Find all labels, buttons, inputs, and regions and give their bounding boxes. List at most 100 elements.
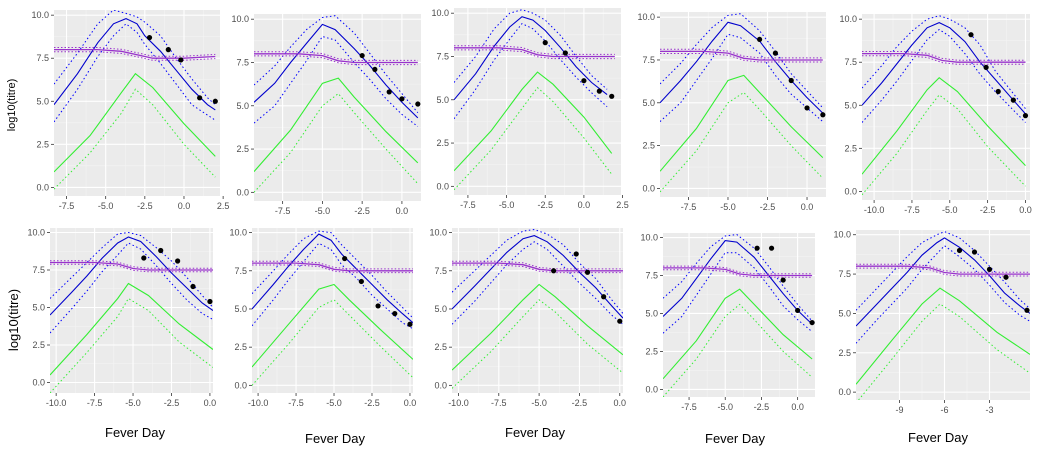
x-tick-label: -2.5 [164,398,180,408]
antibody-lower-band [862,55,1026,65]
y-tick-label: 10.0 [229,228,247,238]
antibody-median-line [252,262,413,272]
x-axis-title: Fever Day [305,431,365,446]
t-cell-median-line [452,283,623,371]
y-tick-label: 7.5 [844,57,857,67]
virus-lower-band [254,35,419,127]
panel-background [254,14,421,201]
y-tick-label: 10.0 [637,12,655,22]
observed-data-point [986,266,993,272]
observed-data-point [392,310,398,317]
chart-panel-2: 0.0 2.5 5.0 7.5 10.0 -7.5 -5.0 -2.5 0.0 [231,14,421,216]
x-tick-label: -5.0 [717,402,733,412]
y-tick-label: 5.0 [434,304,447,314]
x-tick-label: -7.5 [275,206,291,216]
x-tick-label: 0.0 [396,206,409,216]
virus-lower-band [50,242,213,334]
virus-median-line [452,235,623,319]
y-tick-label: 7.5 [36,53,49,63]
antibody-upper-band [452,260,623,270]
antibody-upper-band [856,263,1030,273]
x-tick-label: -7.5 [59,201,75,211]
x-tick-label: -7.5 [491,398,507,408]
y-tick-label: 5.0 [236,101,249,111]
t-cell-lower-band [663,303,813,397]
virus-upper-band [252,230,413,319]
y-tick-label: 5.0 [645,308,658,318]
x-axis-title: Fever Day [908,430,968,445]
virus-median-line [50,236,213,316]
t-cell-median-line [54,72,216,173]
virus-lower-band [452,241,623,325]
observed-data-point [573,251,579,257]
y-tick-label: 10.0 [431,8,449,18]
observed-data-point [1022,113,1029,119]
chart-panel-8: 0.0 2.5 5.0 7.5 10.0 -10.0 -7.5 -5.0 -2.5 0.0 Feve… [429,228,626,440]
y-tick-label: 0.0 [838,387,851,397]
x-tick-label: -2.5 [760,202,776,212]
plot-area [452,228,623,389]
plot-area [663,233,815,397]
plot-area [254,15,421,193]
panel-background [862,14,1030,200]
x-tick-label: -5.0 [942,205,958,215]
x-axis-title: Fever Day [705,431,765,446]
panel-background [454,8,621,195]
t-cell-median-line [254,77,419,172]
y-tick-label: 2.5 [838,348,851,358]
x-tick-label: 2.5 [616,200,629,210]
plot-area [856,231,1030,400]
y-tick-label: 10.0 [231,14,249,24]
virus-lower-band [54,23,216,123]
y-tick-label: 10.0 [640,233,658,243]
virus-upper-band [452,228,623,314]
panel-background [50,228,213,393]
y-tick-label: 2.5 [32,340,45,350]
virus-upper-band [856,231,1030,311]
y-tick-label: 7.5 [434,266,447,276]
y-tick-label: 7.5 [32,265,45,275]
observed-data-point [551,268,557,274]
x-tick-label: -2.5 [980,205,996,215]
observed-data-point [617,318,623,324]
plot-area [862,15,1029,196]
y-tick-label: 5.0 [234,304,247,314]
antibody-median-line [452,262,623,272]
x-axis-title: Fever Day [105,425,165,440]
chart-panel-4: 0.0 2.5 5.0 7.5 10.0 -7.5 -5.0 -2.5 0.0 [637,12,826,212]
virus-median-line [663,240,813,325]
t-cell-median-line [50,282,213,376]
y-tick-label: 5.0 [844,100,857,110]
virus-upper-band [862,15,1026,110]
y-tick-label: 0.0 [236,187,249,197]
observed-data-point [584,269,591,275]
virus-lower-band [252,242,413,330]
y-tick-label: 7.5 [234,266,247,276]
observed-data-point [358,278,364,285]
x-tick-label: -3 [985,405,993,415]
y-tick-label: 2.5 [642,141,655,151]
antibody-median-line [454,47,615,58]
virus-lower-band [660,33,824,122]
t-cell-lower-band [452,299,623,389]
y-tick-label: 0.0 [645,384,658,394]
t-cell-lower-band [857,303,1030,400]
virus-lower-band [454,22,608,120]
observed-data-point [165,47,171,53]
x-tick-label: -5.0 [315,206,331,216]
y-tick-label: 10.0 [429,228,447,238]
x-tick-label: 0.0 [1019,205,1032,215]
observed-data-point [562,50,568,56]
x-tick-label: -5.0 [326,398,342,408]
observed-data-point [415,101,421,107]
chart-panel-9: 0.0 2.5 5.0 7.5 10.0 -7.5 -5.0 -2.5 0.0 Fever Day [640,233,815,446]
virus-median-line [660,21,824,114]
observed-data-point [342,255,348,262]
observed-data-point [407,321,413,327]
observed-data-point [175,258,181,264]
virus-median-line [454,16,608,101]
observed-data-point [995,88,1001,95]
observed-data-point [768,245,775,251]
antibody-upper-band [50,260,213,269]
